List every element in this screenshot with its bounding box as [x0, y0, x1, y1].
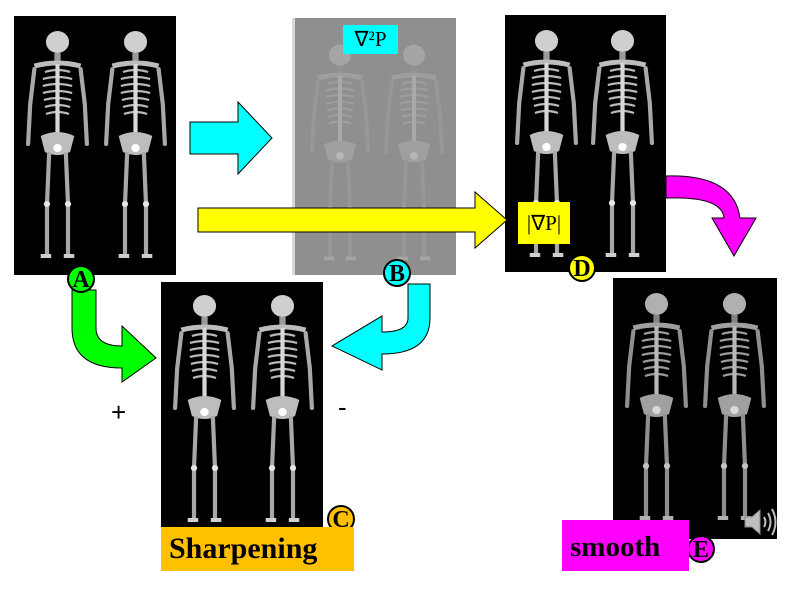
- yellow-arrow-to-gradient: [197, 190, 508, 250]
- green-arrow-to-sharpened: [71, 289, 157, 383]
- badge-e: E: [687, 535, 715, 563]
- cyan-arrow-to-sharpened: [330, 283, 431, 371]
- badge-d: D: [568, 254, 596, 282]
- gradient-label: |∇P|: [518, 202, 570, 244]
- magenta-arrow-to-smooth: [665, 175, 757, 257]
- skeleton-scan-sharpened: [161, 282, 323, 540]
- original-image-panel: [14, 16, 176, 275]
- skeleton-scan-original: [14, 16, 176, 275]
- smooth-label: smooth: [562, 520, 689, 571]
- laplacian-label: ∇²P: [343, 25, 398, 54]
- badge-b: B: [383, 259, 411, 287]
- minus-sign: -: [338, 392, 347, 422]
- smoothed-image-panel: [613, 278, 777, 539]
- skeleton-scan-laplacian: [292, 18, 456, 275]
- skeleton-scan-smoothed: [613, 278, 777, 539]
- sharpening-label: Sharpening: [161, 527, 354, 571]
- speaker-icon[interactable]: [742, 505, 778, 539]
- plus-sign: +: [111, 397, 127, 427]
- badge-a: A: [67, 265, 95, 293]
- sharpened-image-panel: [161, 282, 323, 540]
- cyan-arrow-to-laplacian: [189, 100, 273, 176]
